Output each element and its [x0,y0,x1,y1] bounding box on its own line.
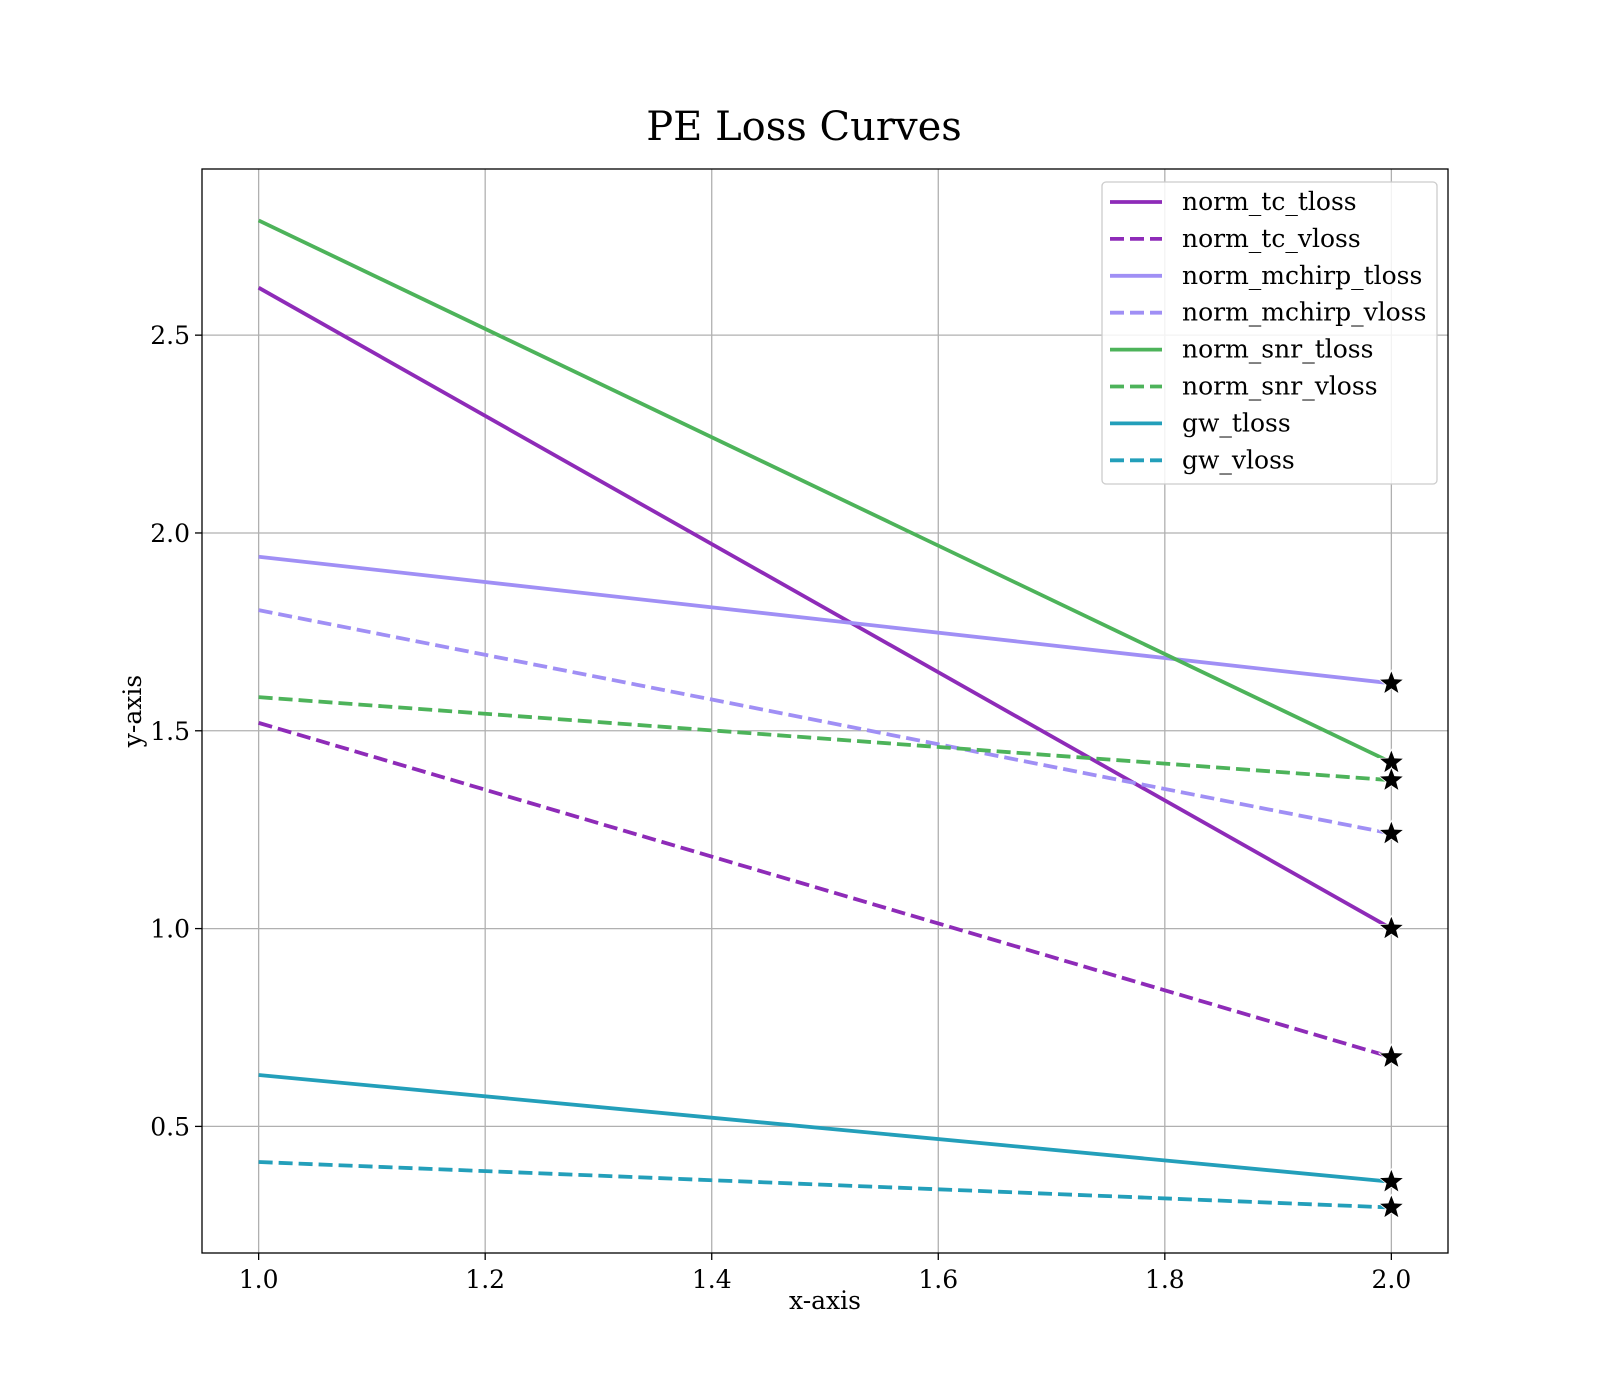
y-tick-label: 2.0 [150,519,190,548]
legend: norm_tc_tloss norm_tc_vloss norm_mchirp_tl… [1101,181,1438,485]
x-tick-label: 1.4 [692,1265,732,1294]
series-line-gw_vloss [258,1160,1392,1210]
legend-label: norm_snr_tloss [1182,335,1373,364]
x-tick-label: 1.2 [465,1265,505,1294]
series-line-norm_mchirp_tloss [258,554,1392,686]
x-tick-label: 2.0 [1371,1265,1411,1294]
series-line-norm_tc_tloss [257,286,1393,931]
legend-label: norm_tc_vloss [1182,224,1361,253]
legend-label: norm_snr_vloss [1182,372,1378,401]
series-lines [257,218,1393,1210]
chart-title: PE Loss Curves [646,104,962,150]
legend-label: norm_mchirp_tloss [1182,261,1422,290]
legend-label: norm_tc_tloss [1182,187,1357,216]
end-markers [1377,669,1405,1219]
ticks: 1.0 1.2 1.4 1.6 1.8 2.0 0.5 1.0 1.5 2.0 2.5 [150,321,1411,1294]
end-marker-norm_mchirp_vloss [1377,819,1405,846]
legend-box [1101,181,1438,485]
y-tick-label: 1.5 [150,717,190,746]
x-tick-label: 1.8 [1145,1265,1185,1294]
end-marker-norm_mchirp_tloss [1377,669,1405,695]
end-marker-norm_snr_vloss [1377,766,1405,792]
series-line-norm_snr_vloss [258,695,1392,783]
y-axis-label: y-axis [118,675,147,748]
x-tick-label: 1.0 [239,1265,279,1294]
legend-label: gw_tloss [1182,408,1291,437]
plot-frame [201,168,1449,1254]
end-marker-norm_tc_tloss [1377,914,1405,941]
end-marker-gw_vloss [1377,1193,1405,1219]
y-tick-label: 1.0 [150,915,190,944]
x-axis-label: x-axis [789,1286,861,1315]
end-marker-gw_tloss [1377,1167,1405,1194]
x-tick-label: 1.6 [918,1265,958,1294]
end-marker-norm_tc_vloss [1377,1043,1405,1069]
legend-label: gw_vloss [1182,445,1295,474]
series-line-norm_snr_tloss [257,218,1393,765]
series-line-norm_mchirp_vloss [258,608,1392,836]
y-tick-label: 0.5 [150,1112,190,1141]
y-tick-label: 2.5 [150,321,190,350]
series-line-norm_tc_vloss [258,721,1392,1059]
legend-label: norm_mchirp_vloss [1182,298,1426,327]
series-line-gw_tloss [258,1073,1392,1184]
